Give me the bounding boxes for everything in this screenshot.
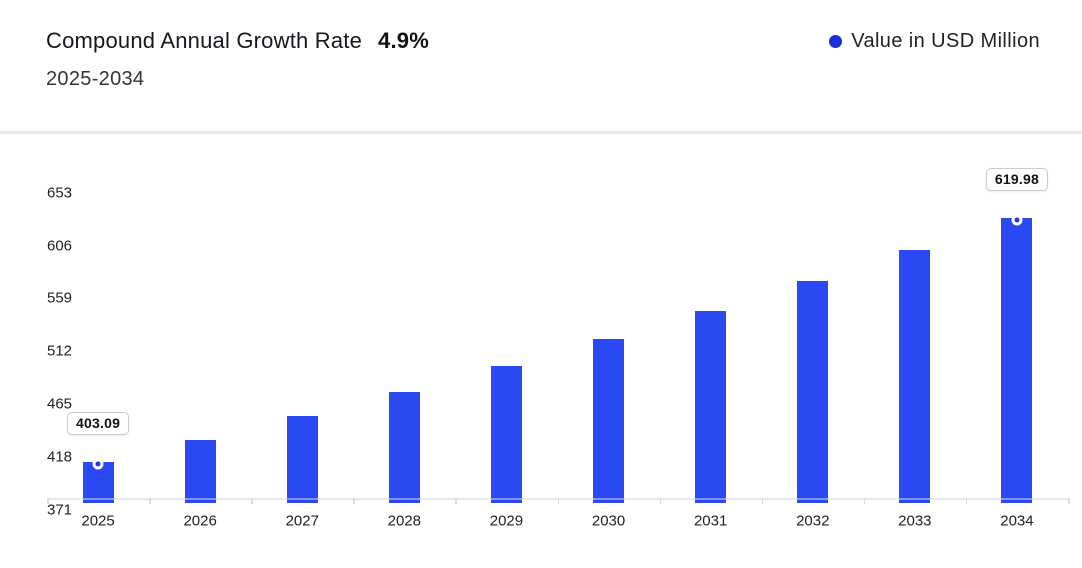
x-axis-tick <box>251 498 253 504</box>
value-tooltip: 403.09 <box>67 411 130 435</box>
bar-base-stripe <box>1001 497 1033 501</box>
legend-item[interactable]: Value in USD Million <box>829 30 1040 53</box>
x-axis-label-2030: 2030 <box>591 512 626 529</box>
bar-base-stripe <box>797 497 829 501</box>
y-axis-label: 465 <box>47 395 73 413</box>
y-axis-label: 653 <box>47 184 73 202</box>
value-tooltip: 619.98 <box>985 167 1048 191</box>
x-axis-label-2033: 2033 <box>898 512 932 529</box>
x-axis-label-2028: 2028 <box>387 512 422 529</box>
x-axis-label-2027: 2027 <box>285 512 319 529</box>
legend-label: Value in USD Million <box>851 30 1040 52</box>
bar-base-stripe <box>490 497 522 501</box>
title-row: Compound Annual Growth Rate 4.9% <box>46 28 429 54</box>
bar-base-stripe <box>593 497 625 501</box>
data-point-marker <box>92 458 104 470</box>
bar-2031[interactable] <box>695 311 727 504</box>
bar-2026[interactable] <box>184 439 216 504</box>
x-axis-tick <box>863 498 866 504</box>
x-axis-label-2026: 2026 <box>183 512 217 529</box>
y-axis-label: 559 <box>47 289 73 307</box>
period-subtitle: 2025-2034 <box>46 68 145 90</box>
y-axis-label: 512 <box>47 342 73 360</box>
x-axis-tick <box>353 498 355 504</box>
x-axis-tick <box>149 498 151 504</box>
bar-2030[interactable] <box>593 339 625 504</box>
x-axis-label-2034: 2034 <box>1000 512 1034 529</box>
header-divider <box>0 131 1082 134</box>
bar-2033[interactable] <box>899 250 931 504</box>
bar-2027[interactable] <box>286 416 318 504</box>
bar-base-stripe <box>899 497 931 501</box>
y-axis-label: 371 <box>47 501 73 519</box>
x-axis-tick <box>659 498 662 504</box>
chart-header: Compound Annual Growth Rate 4.9% 2025-20… <box>0 0 1082 131</box>
x-axis-tick <box>1068 498 1070 504</box>
x-axis-tick <box>455 498 457 504</box>
page-title: Compound Annual Growth Rate <box>46 28 363 53</box>
bar-2028[interactable] <box>388 391 420 504</box>
x-axis-tick <box>557 498 559 504</box>
cagr-value: 4.9% <box>378 28 429 53</box>
x-axis-tick <box>47 498 49 504</box>
x-axis-label-2032: 2032 <box>796 512 830 529</box>
data-point-marker <box>1011 214 1023 226</box>
bar-base-stripe <box>388 497 420 501</box>
x-axis-label-2031: 2031 <box>693 512 728 529</box>
y-axis-label: 606 <box>47 237 73 254</box>
bar-2029[interactable] <box>490 366 522 504</box>
y-axis-label: 418 <box>47 448 73 466</box>
legend-dot-icon <box>829 35 843 48</box>
bar-2032[interactable] <box>797 281 829 504</box>
bar-base-stripe <box>184 497 216 501</box>
bar-2034[interactable] <box>1001 217 1033 504</box>
bar-base-stripe <box>82 497 114 501</box>
bar-base-stripe <box>286 497 318 501</box>
x-axis-label-2029: 2029 <box>489 512 524 529</box>
x-axis-tick <box>761 498 764 504</box>
x-axis-tick <box>965 498 968 504</box>
x-axis-label-2025: 2025 <box>81 512 115 529</box>
bar-base-stripe <box>695 497 727 501</box>
